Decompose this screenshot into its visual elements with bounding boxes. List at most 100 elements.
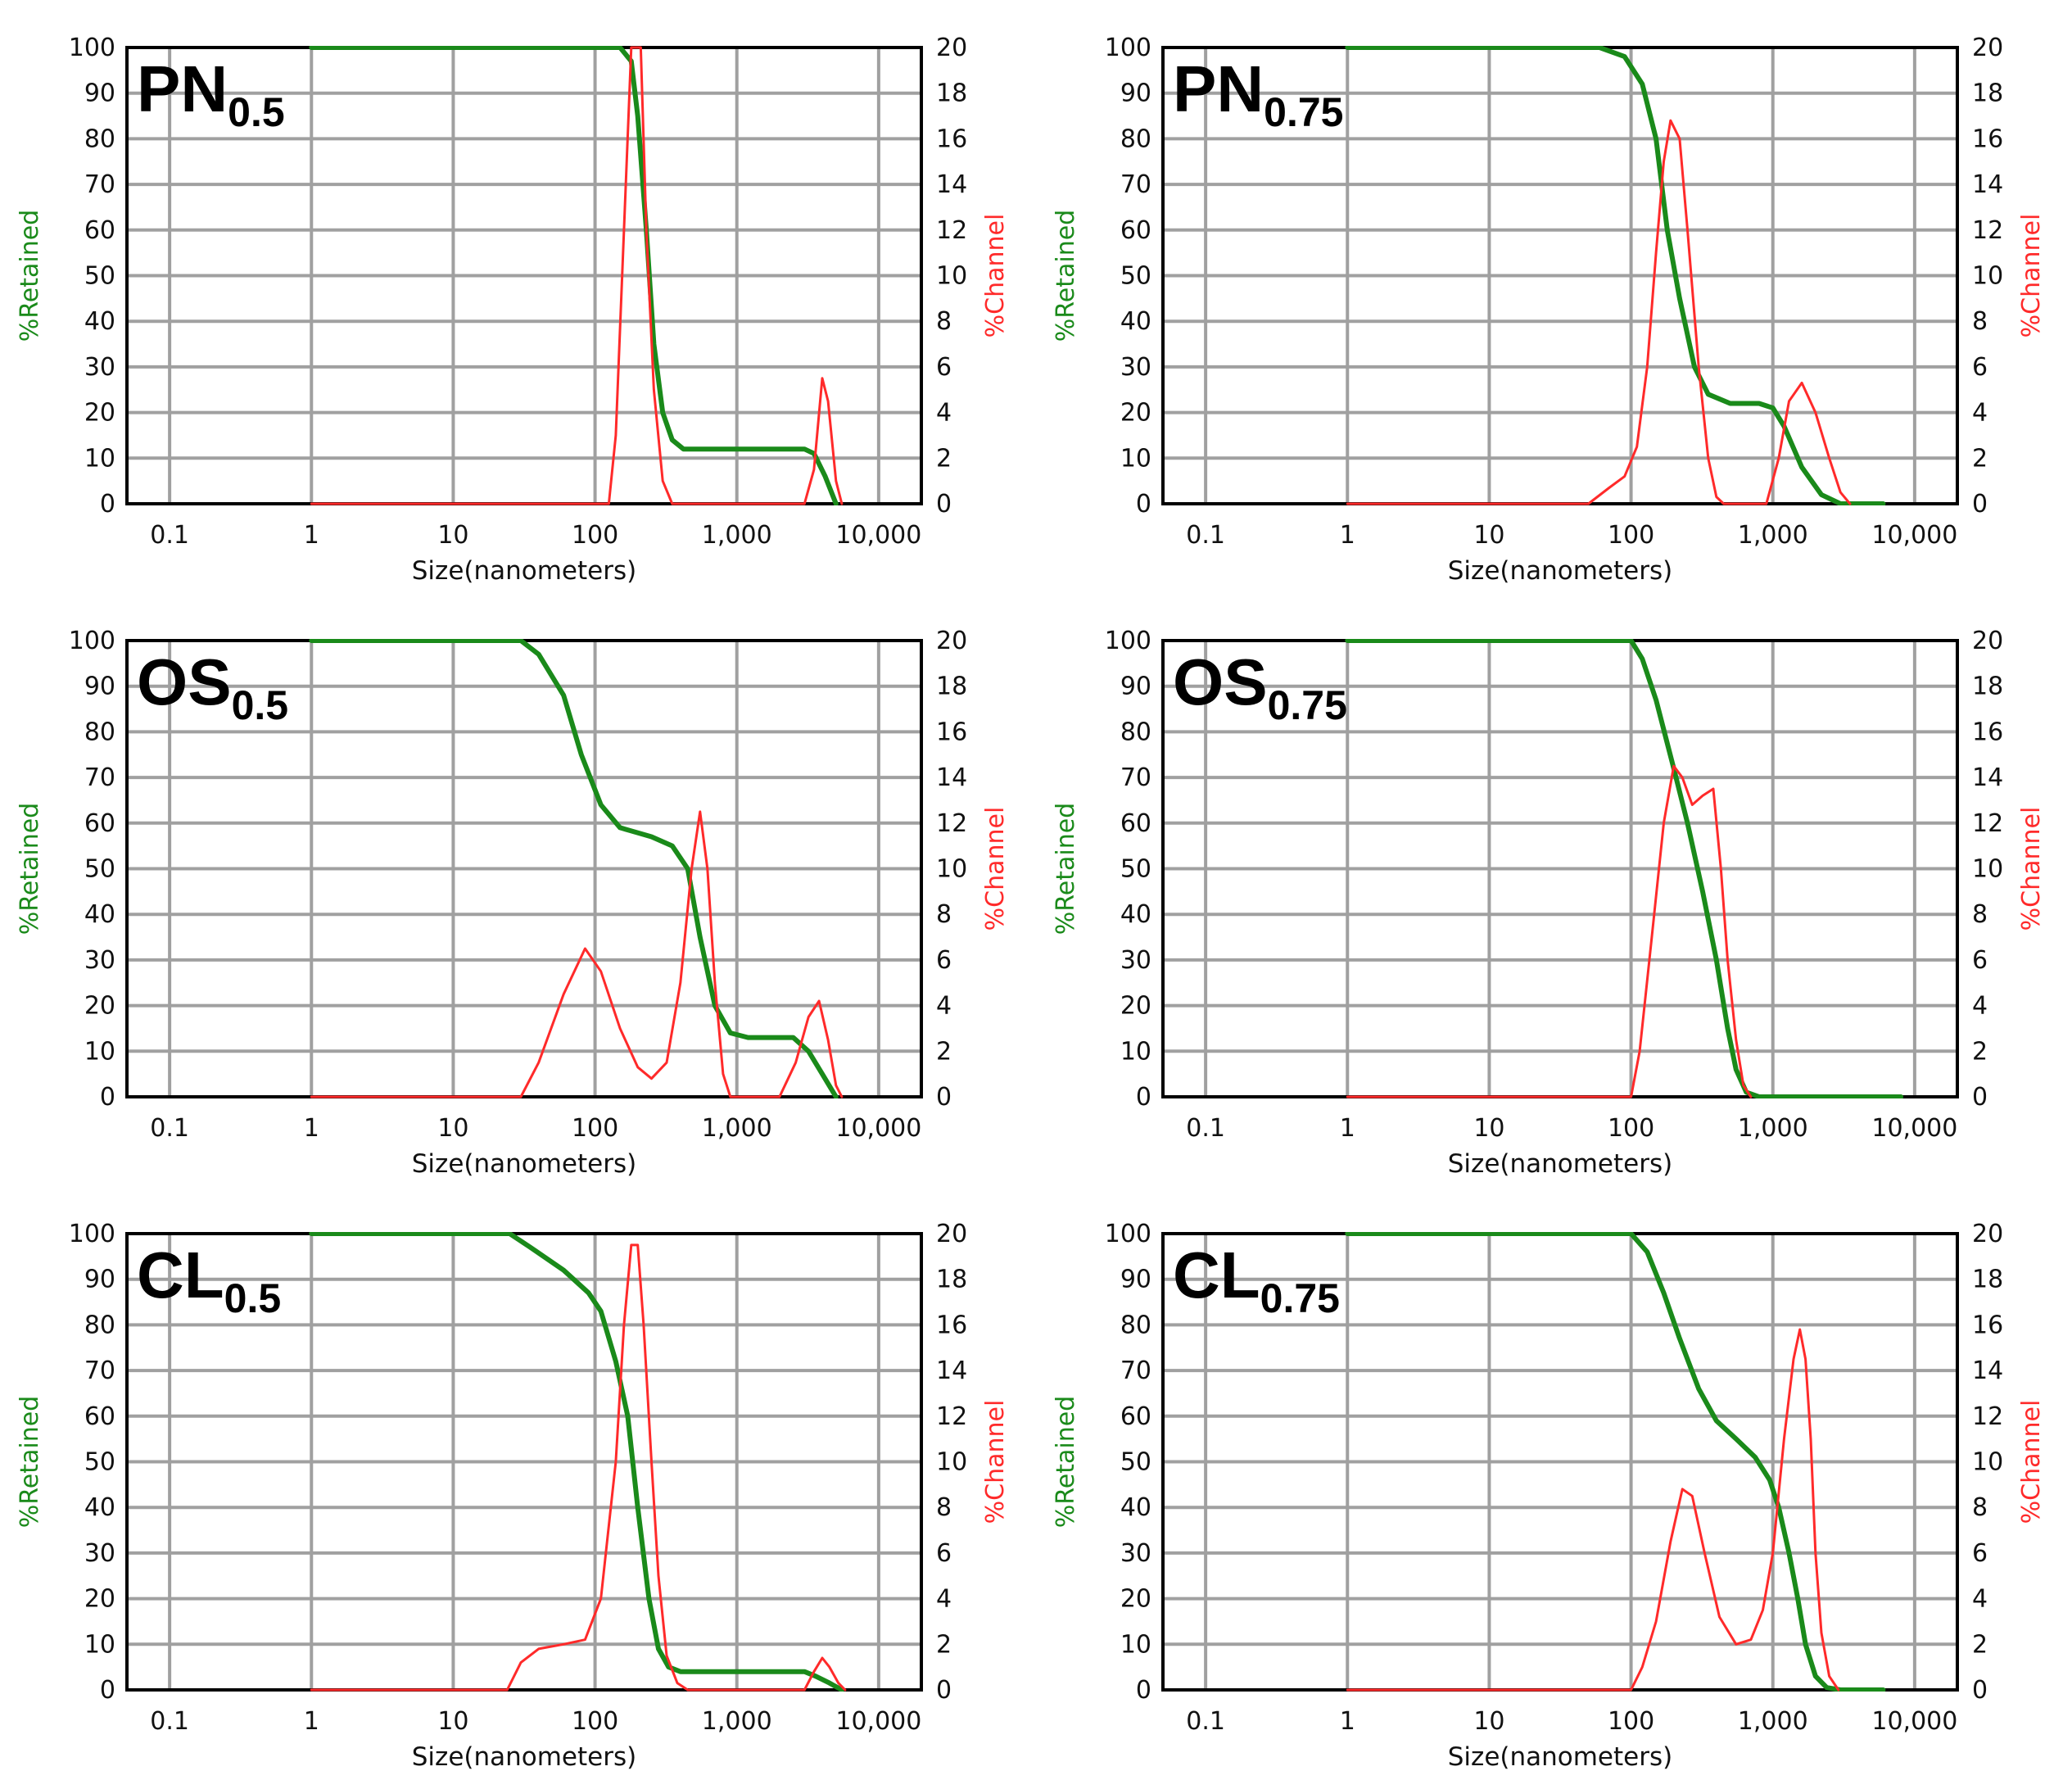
chart-panel-os-0-5: 0 10 20 30 40 50 60 70 80 90 100 0 2 4 6 8 10 12 14 16 18 20 0… [0,593,1036,1186]
panel-title-main: OS [137,645,232,718]
y-right-tick-label: 8 [936,307,952,336]
x-tick-label: 10,000 [835,1114,921,1143]
y-right-tick-label: 18 [936,79,967,108]
y-left-tick-label: 0 [100,1083,115,1112]
x-axis-label: Size(nanometers) [412,1742,636,1772]
y-right-tick-label: 4 [1972,992,1988,1021]
y-right-tick-label: 6 [936,1539,952,1568]
y-right-tick-label: 14 [936,170,967,199]
y-left-tick-label: 80 [1120,125,1151,153]
chart-svg: 0 10 20 30 40 50 60 70 80 90 100 0 2 4 6 8 10 12 14 16 18 20 0… [16,1220,1010,1772]
y-right-tick-label: 18 [1972,1266,2003,1294]
y-left-tick-label: 30 [1120,353,1151,382]
y-right-tick-label: 16 [1972,718,2003,746]
retained-series-line [1345,46,1886,505]
y-right-tick-label: 12 [936,1402,967,1431]
y-right-tick-label: 6 [1972,353,1988,382]
y-left-tick-label: 10 [1120,444,1151,473]
y-right-tick-label: 20 [1972,1220,2003,1248]
y-left-tick-label: 10 [84,1630,115,1659]
y-right-tick-label: 16 [1972,1311,2003,1339]
y-left-tick-label: 90 [84,1266,115,1294]
panel-title-subscript: 0.75 [1260,1275,1340,1321]
y-right-tick-label: 0 [936,490,952,519]
y-left-tick-label: 40 [84,1493,115,1522]
y-right-tick-label: 14 [1972,170,2003,199]
y-right-axis-label: %Channel [2017,1400,2046,1524]
y-right-tick-label: 8 [1972,307,1988,336]
y-right-tick-label: 2 [1972,1037,1988,1066]
panel-title: CL0.5 [137,1239,281,1321]
x-tick-label: 1,000 [1738,1114,1808,1143]
x-tick-label: 10,000 [1871,521,1957,550]
y-left-tick-label: 70 [84,1357,115,1385]
y-left-tick-label: 30 [1120,1539,1151,1568]
chart-panel-cl-0-75: 0 10 20 30 40 50 60 70 80 90 100 0 2 4 6 8 10 12 14 16 18 20 0… [1036,1186,2072,1779]
retained-series-line [309,639,839,1098]
y-right-axis-label: %Channel [981,807,1010,931]
y-right-tick-label: 0 [936,1676,952,1705]
retained-series-line [1345,639,1904,1098]
y-left-tick-label: 20 [1120,399,1151,428]
y-left-tick-label: 10 [1120,1630,1151,1659]
panel-title-subscript: 0.5 [224,1275,282,1321]
channel-series-line [310,810,844,1098]
y-right-tick-label: 0 [1972,490,1988,519]
y-left-tick-label: 60 [1120,216,1151,245]
y-right-tick-label: 10 [936,262,967,291]
y-right-tick-label: 16 [1972,125,2003,153]
x-tick-label: 10 [1473,1114,1504,1143]
y-right-tick-label: 20 [1972,627,2003,655]
y-right-tick-label: 4 [936,992,952,1021]
y-right-tick-label: 4 [936,399,952,428]
y-left-tick-label: 20 [84,992,115,1021]
y-left-tick-label: 20 [1120,992,1151,1021]
x-tick-label: 1,000 [1738,1707,1808,1736]
x-axis-label: Size(nanometers) [1448,1742,1672,1772]
panel-title-main: CL [137,1239,224,1311]
y-right-tick-label: 20 [936,627,967,655]
y-left-tick-label: 70 [84,763,115,792]
x-tick-label: 0.1 [150,1707,189,1736]
y-left-tick-label: 70 [1120,763,1151,792]
x-tick-label: 10 [1473,1707,1504,1736]
y-left-tick-label: 90 [84,673,115,701]
y-left-tick-label: 30 [84,1539,115,1568]
y-left-tick-label: 50 [1120,262,1151,291]
y-right-tick-label: 4 [1972,1585,1988,1614]
y-left-tick-label: 50 [1120,855,1151,884]
x-tick-label: 0.1 [1186,1114,1225,1143]
y-right-axis-label: %Channel [981,1400,1010,1524]
y-left-axis-label: %Retained [16,803,44,935]
y-left-tick-label: 0 [100,490,115,519]
y-left-tick-label: 10 [84,444,115,473]
x-tick-label: 10,000 [1871,1114,1957,1143]
y-right-tick-label: 6 [1972,1539,1988,1568]
y-right-tick-label: 4 [1972,399,1988,428]
y-left-tick-label: 60 [84,1402,115,1431]
panel-title: CL0.75 [1173,1239,1340,1321]
chart-panel-cl-0-5: 0 10 20 30 40 50 60 70 80 90 100 0 2 4 6 8 10 12 14 16 18 20 0… [0,1186,1036,1779]
y-right-tick-label: 8 [1972,900,1988,929]
y-left-tick-label: 60 [1120,1402,1151,1431]
x-axis-label: Size(nanometers) [1448,556,1672,586]
y-right-tick-label: 6 [936,353,952,382]
chart-svg: 0 10 20 30 40 50 60 70 80 90 100 0 2 4 6 8 10 12 14 16 18 20 0… [16,34,1010,586]
y-right-tick-label: 16 [936,1311,967,1339]
y-right-tick-label: 2 [1972,444,1988,473]
y-left-tick-label: 40 [1120,307,1151,336]
y-right-tick-label: 12 [936,809,967,838]
y-right-tick-label: 18 [1972,79,2003,108]
y-right-tick-label: 2 [1972,1630,1988,1659]
chart-svg: 0 10 20 30 40 50 60 70 80 90 100 0 2 4 6 8 10 12 14 16 18 20 0… [1052,627,2046,1179]
chart-panel-os-0-75: 0 10 20 30 40 50 60 70 80 90 100 0 2 4 6 8 10 12 14 16 18 20 0… [1036,593,2072,1186]
y-left-tick-label: 0 [1136,1083,1151,1112]
x-tick-label: 1,000 [702,521,772,550]
x-tick-label: 0.1 [1186,521,1225,550]
y-left-tick-label: 60 [84,216,115,245]
y-left-axis-label: %Retained [1052,210,1080,342]
y-left-tick-label: 90 [1120,79,1151,108]
y-right-tick-label: 8 [936,1493,952,1522]
plot-frame [125,1232,923,1692]
y-right-tick-label: 6 [1972,946,1988,975]
